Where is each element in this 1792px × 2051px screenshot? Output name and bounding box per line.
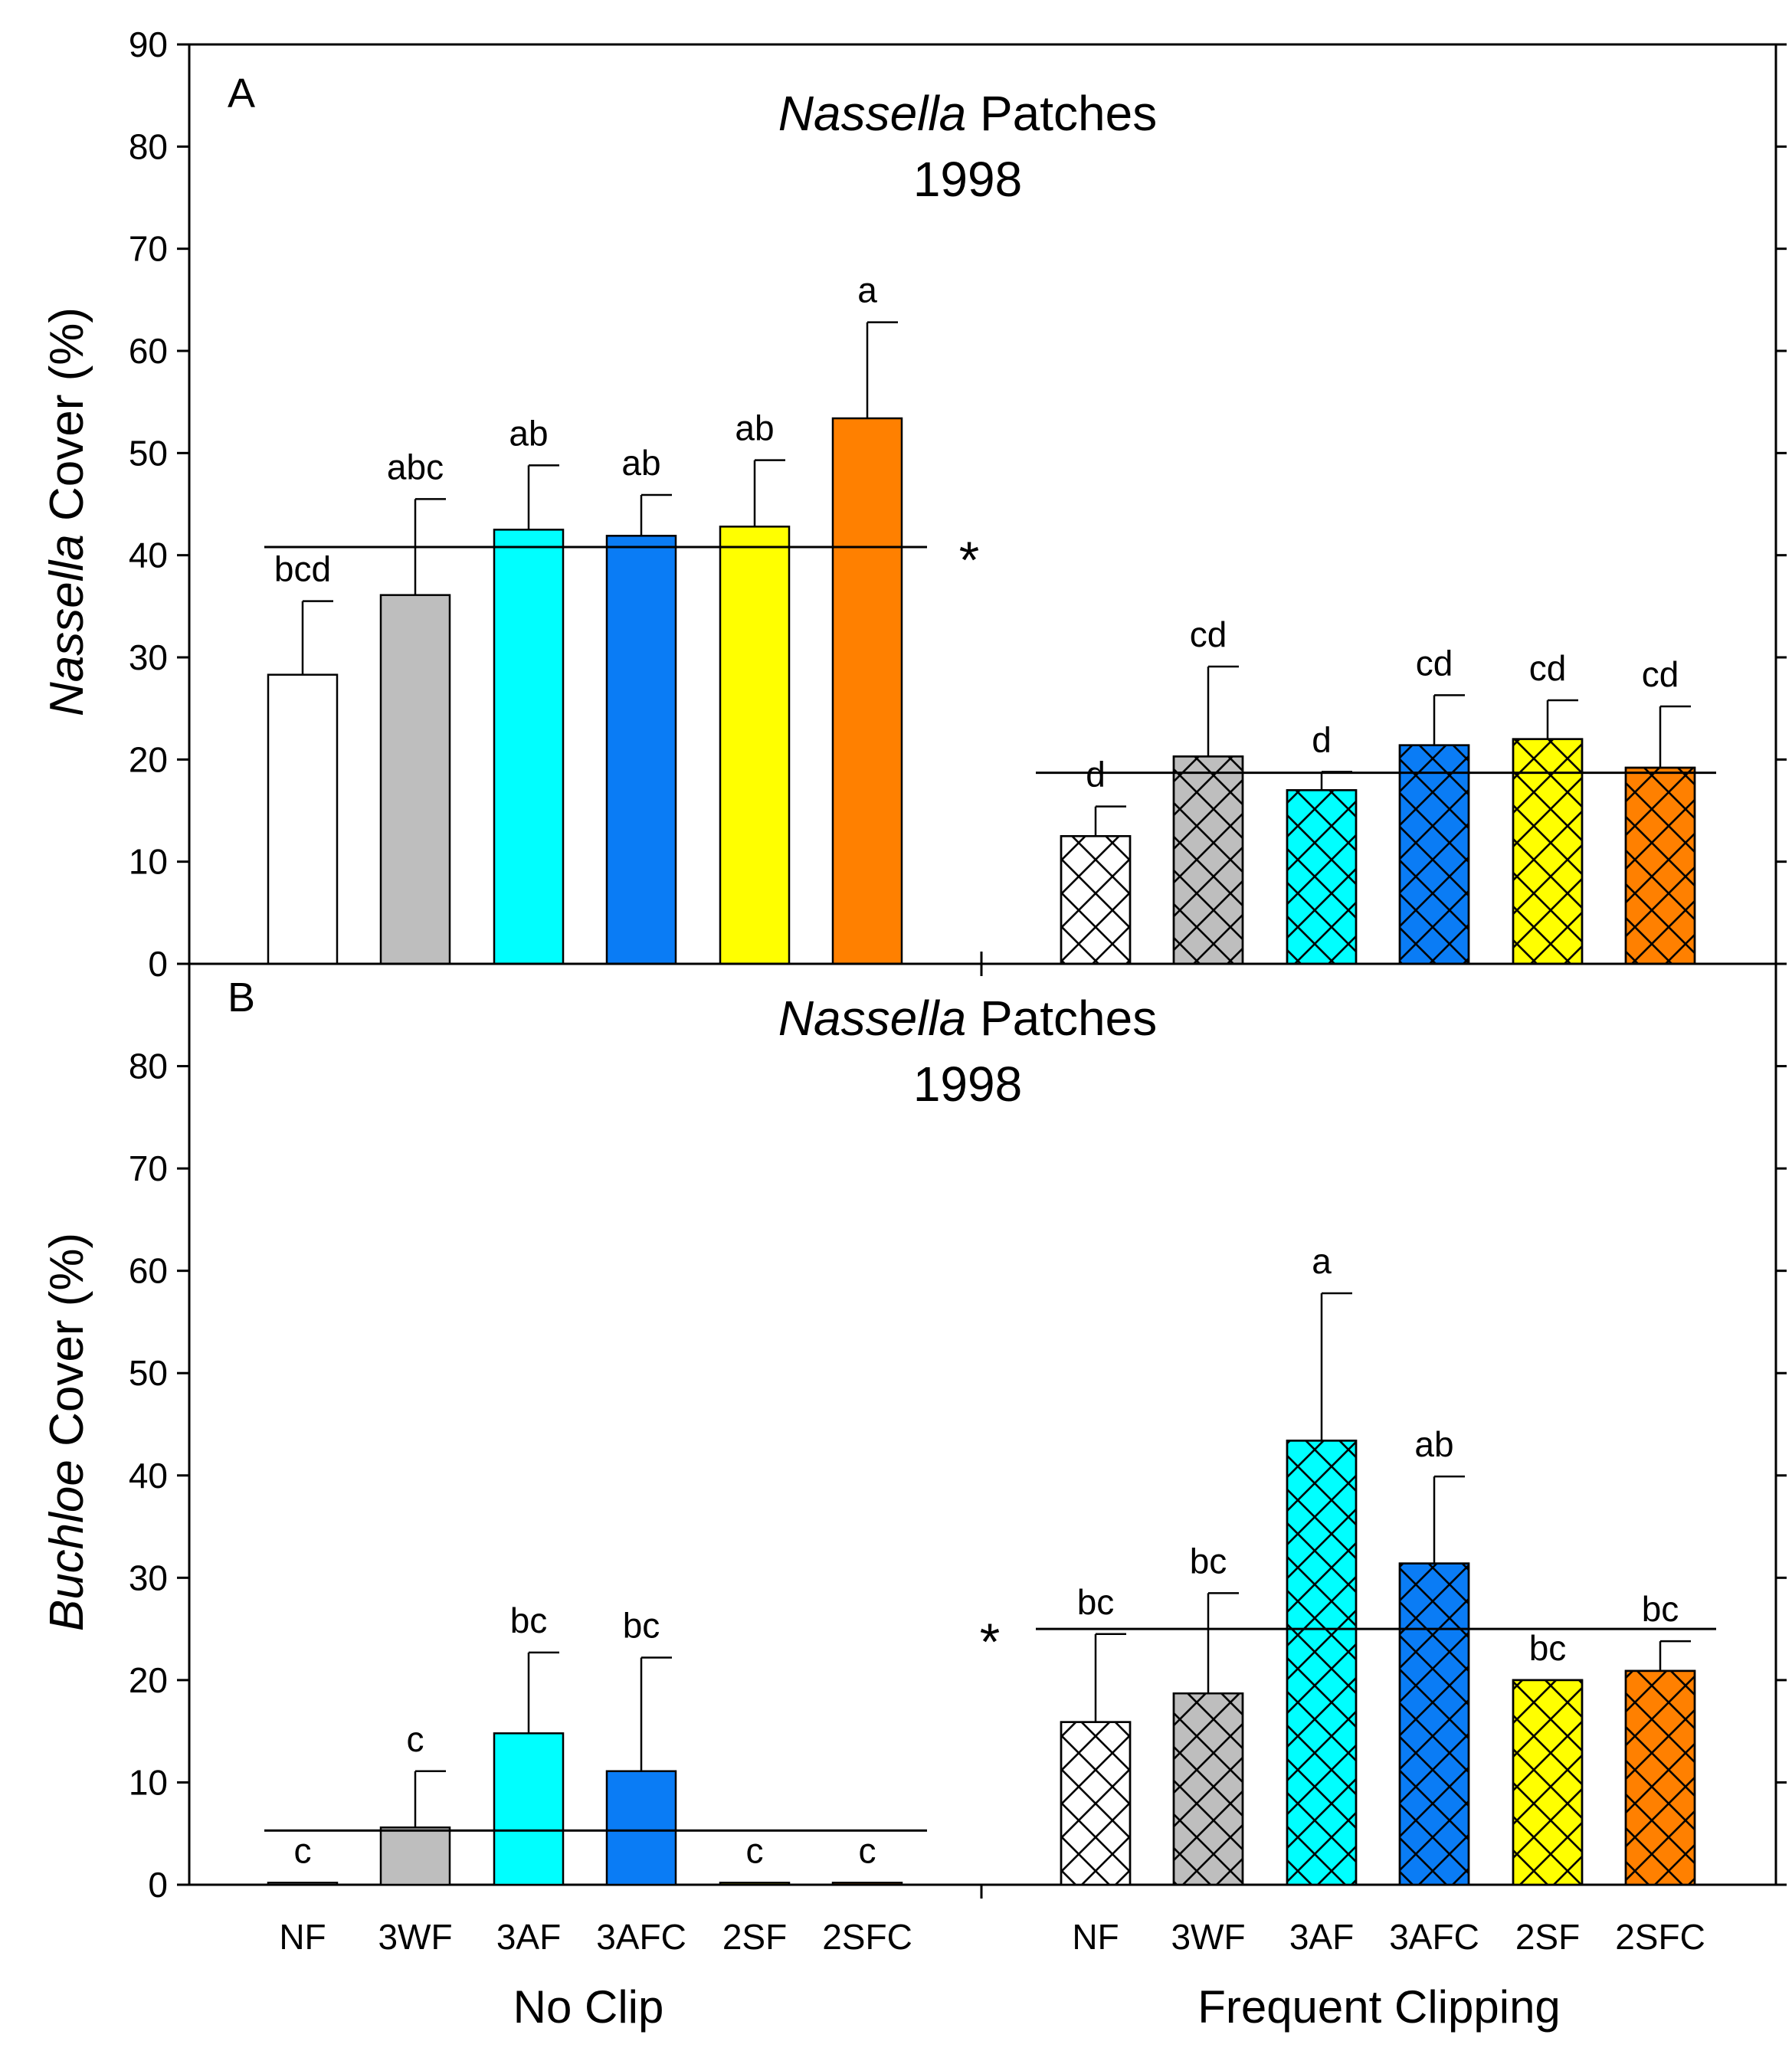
x-category-label: 2SFC xyxy=(1615,1917,1705,1957)
bar-hatch xyxy=(1172,1692,1244,1886)
bar-hatch xyxy=(1512,1679,1584,1886)
group-label-no-clip: No Clip xyxy=(513,1981,664,2033)
panel-letter: B xyxy=(228,975,255,1021)
y-tick-label: 20 xyxy=(129,739,168,779)
significance-letter: c xyxy=(294,1830,312,1870)
significance-letter: ab xyxy=(735,408,774,448)
y-tick-label: 20 xyxy=(129,1660,168,1700)
y-tick-label: 40 xyxy=(129,536,168,575)
y-tick-label: 30 xyxy=(129,637,168,677)
bar xyxy=(605,1770,677,1886)
y-tick-label: 50 xyxy=(129,1353,168,1393)
bar xyxy=(267,673,339,965)
bar-hatch xyxy=(1060,835,1132,965)
significance-letter: bc xyxy=(1529,1628,1567,1668)
bar-hatch xyxy=(1286,789,1358,965)
bar xyxy=(719,526,791,965)
bar xyxy=(605,535,677,965)
y-axis-label: Buchloe Cover (%) xyxy=(41,1233,93,1631)
bar-hatch xyxy=(1060,1721,1132,1886)
x-category-label: 3AFC xyxy=(1389,1917,1479,1957)
bar xyxy=(831,1882,903,1886)
significance-letter: bcd xyxy=(274,549,331,589)
y-tick-label: 80 xyxy=(129,126,168,166)
significance-letter: c xyxy=(407,1719,424,1759)
bar xyxy=(719,1882,791,1886)
y-tick-label: 70 xyxy=(129,229,168,269)
y-tick-label: 60 xyxy=(129,331,168,371)
x-category-label: 3WF xyxy=(378,1917,452,1957)
x-axis: NF 3WF 3AF 3AFC 2SF 2SFC NF 3WF 3AF 3AFC 2SF 2SFC No… xyxy=(279,952,1705,2033)
bar-hatch xyxy=(1398,744,1470,965)
bar xyxy=(267,1882,339,1886)
significance-letter: ab xyxy=(1414,1424,1453,1464)
chart-title: Nassella Patches xyxy=(778,991,1157,1046)
y-tick-label: 80 xyxy=(129,1047,168,1086)
bar xyxy=(493,1732,565,1886)
y-tick-label: 70 xyxy=(129,1148,168,1188)
y-tick-label: 10 xyxy=(129,842,168,882)
bar-hatch xyxy=(1172,755,1244,965)
significance-letter: d xyxy=(1312,719,1332,759)
y-tick-label: 50 xyxy=(129,433,168,473)
bar-hatch xyxy=(1624,766,1696,965)
bar xyxy=(379,594,451,965)
y-tick-label: 10 xyxy=(129,1762,168,1802)
significance-letter: cd xyxy=(1642,654,1679,694)
x-category-label: NF xyxy=(1072,1917,1119,1957)
significance-letter: a xyxy=(1312,1241,1332,1281)
bar-hatch xyxy=(1624,1669,1696,1886)
y-tick-label: 0 xyxy=(148,1865,168,1905)
y-axis-label: Nassella Cover (%) xyxy=(41,307,93,716)
x-category-label: 3AFC xyxy=(596,1917,686,1957)
y-tick-label: 30 xyxy=(129,1558,168,1597)
significance-letter: bc xyxy=(1190,1541,1227,1581)
significance-letter: bc xyxy=(623,1606,660,1646)
significance-letter: cd xyxy=(1529,648,1567,688)
x-category-label: 2SF xyxy=(722,1917,787,1957)
panel-b: 0 10 20 30 40 50 60 70 80 B Nassella Patches 1998 Bu… xyxy=(41,962,1787,1905)
significance-letter: bc xyxy=(1077,1582,1115,1622)
x-category-label: 3WF xyxy=(1171,1917,1245,1957)
significance-star: * xyxy=(959,531,979,589)
bar-hatch xyxy=(1286,1440,1358,1886)
panel-a: 0 10 20 30 40 50 60 70 80 90 A Nassella Patches 1998… xyxy=(41,25,1787,984)
significance-letter: c xyxy=(746,1830,764,1870)
significance-letter: d xyxy=(1086,755,1106,795)
x-category-label: NF xyxy=(279,1917,326,1957)
chart-subtitle: 1998 xyxy=(913,1057,1022,1112)
significance-star: * xyxy=(980,1613,1000,1671)
group-label-frequent-clipping: Frequent Clipping xyxy=(1197,1981,1561,2033)
significance-letter: c xyxy=(859,1830,876,1870)
y-tick-label: 60 xyxy=(129,1251,168,1291)
x-category-label: 2SF xyxy=(1515,1917,1580,1957)
significance-letter: cd xyxy=(1190,614,1227,654)
bar xyxy=(379,1826,451,1886)
significance-letter: ab xyxy=(621,443,660,483)
significance-letter: bc xyxy=(1642,1589,1679,1629)
significance-letter: abc xyxy=(387,447,444,487)
bar xyxy=(831,417,903,965)
y-tick-label: 0 xyxy=(148,944,168,984)
significance-letter: bc xyxy=(510,1601,548,1640)
chart-subtitle: 1998 xyxy=(913,152,1022,207)
significance-letter: a xyxy=(857,270,877,310)
x-category-label: 3AF xyxy=(1289,1917,1354,1957)
x-category-label: 3AF xyxy=(496,1917,561,1957)
panel-letter: A xyxy=(228,70,255,116)
significance-letter: cd xyxy=(1416,643,1453,683)
chart-title: Nassella Patches xyxy=(778,86,1157,141)
x-category-label: 2SFC xyxy=(822,1917,912,1957)
bar-hatch xyxy=(1398,1562,1470,1886)
y-tick-label: 90 xyxy=(129,25,168,64)
significance-letter: ab xyxy=(509,413,548,453)
bar xyxy=(493,529,565,965)
y-tick-label: 40 xyxy=(129,1456,168,1496)
